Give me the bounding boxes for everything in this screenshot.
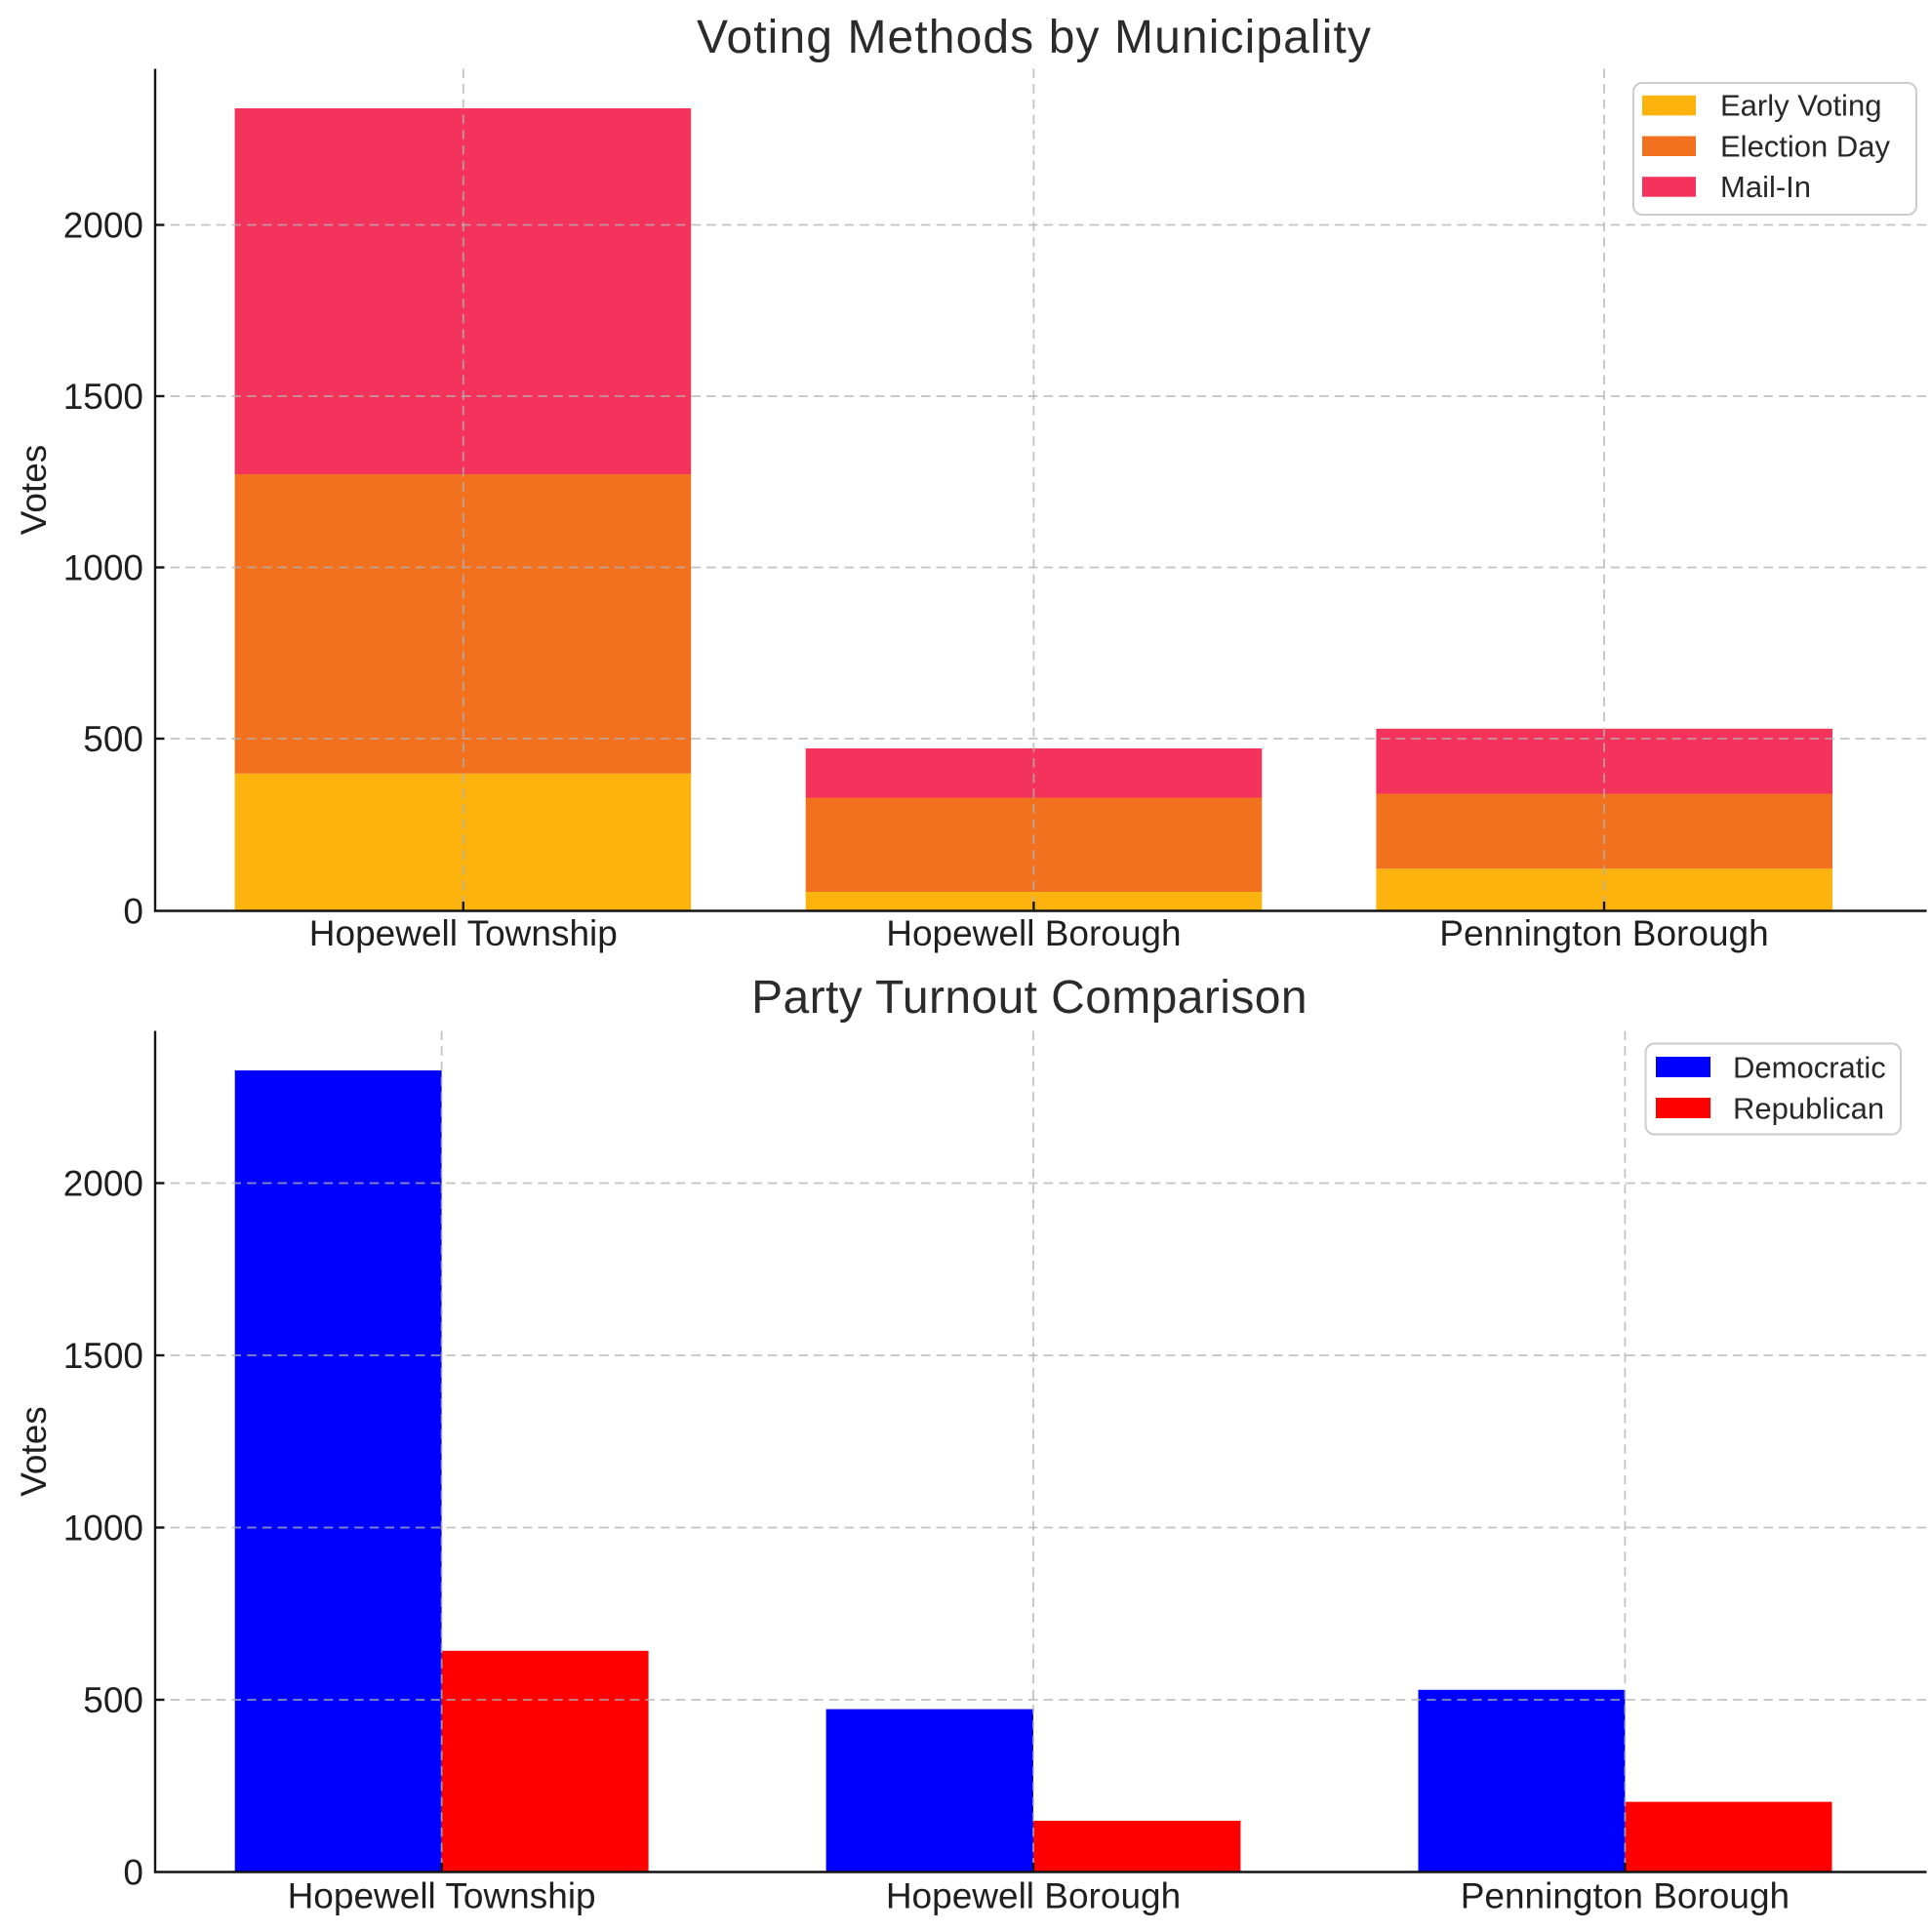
svg-text:0: 0 (123, 1853, 143, 1893)
svg-text:Votes: Votes (14, 445, 54, 536)
svg-text:Election Day: Election Day (1720, 129, 1891, 163)
svg-text:1000: 1000 (63, 1509, 143, 1549)
svg-text:1000: 1000 (63, 548, 143, 588)
svg-text:500: 500 (83, 719, 143, 759)
svg-text:1500: 1500 (63, 1336, 143, 1376)
svg-text:Democratic: Democratic (1733, 1050, 1886, 1084)
svg-text:Hopewell Borough: Hopewell Borough (886, 1876, 1181, 1916)
svg-text:1500: 1500 (63, 377, 143, 417)
svg-text:Pennington Borough: Pennington Borough (1461, 1876, 1790, 1916)
svg-text:0: 0 (123, 892, 143, 932)
svg-text:Early Voting: Early Voting (1720, 89, 1881, 123)
svg-text:Party Turnout Comparison: Party Turnout Comparison (751, 972, 1307, 1024)
svg-text:500: 500 (83, 1680, 143, 1720)
svg-text:Mail-In: Mail-In (1720, 170, 1811, 204)
svg-text:Hopewell Township: Hopewell Township (309, 913, 618, 953)
svg-text:Republican: Republican (1733, 1091, 1884, 1125)
svg-text:Votes: Votes (14, 1406, 54, 1497)
svg-text:2000: 2000 (63, 206, 143, 246)
svg-text:2000: 2000 (63, 1164, 143, 1204)
svg-text:Voting Methods by Municipality: Voting Methods by Municipality (697, 12, 1372, 63)
svg-text:Hopewell Township: Hopewell Township (288, 1876, 596, 1916)
svg-text:Pennington Borough: Pennington Borough (1439, 913, 1768, 953)
svg-text:Hopewell Borough: Hopewell Borough (886, 913, 1181, 953)
